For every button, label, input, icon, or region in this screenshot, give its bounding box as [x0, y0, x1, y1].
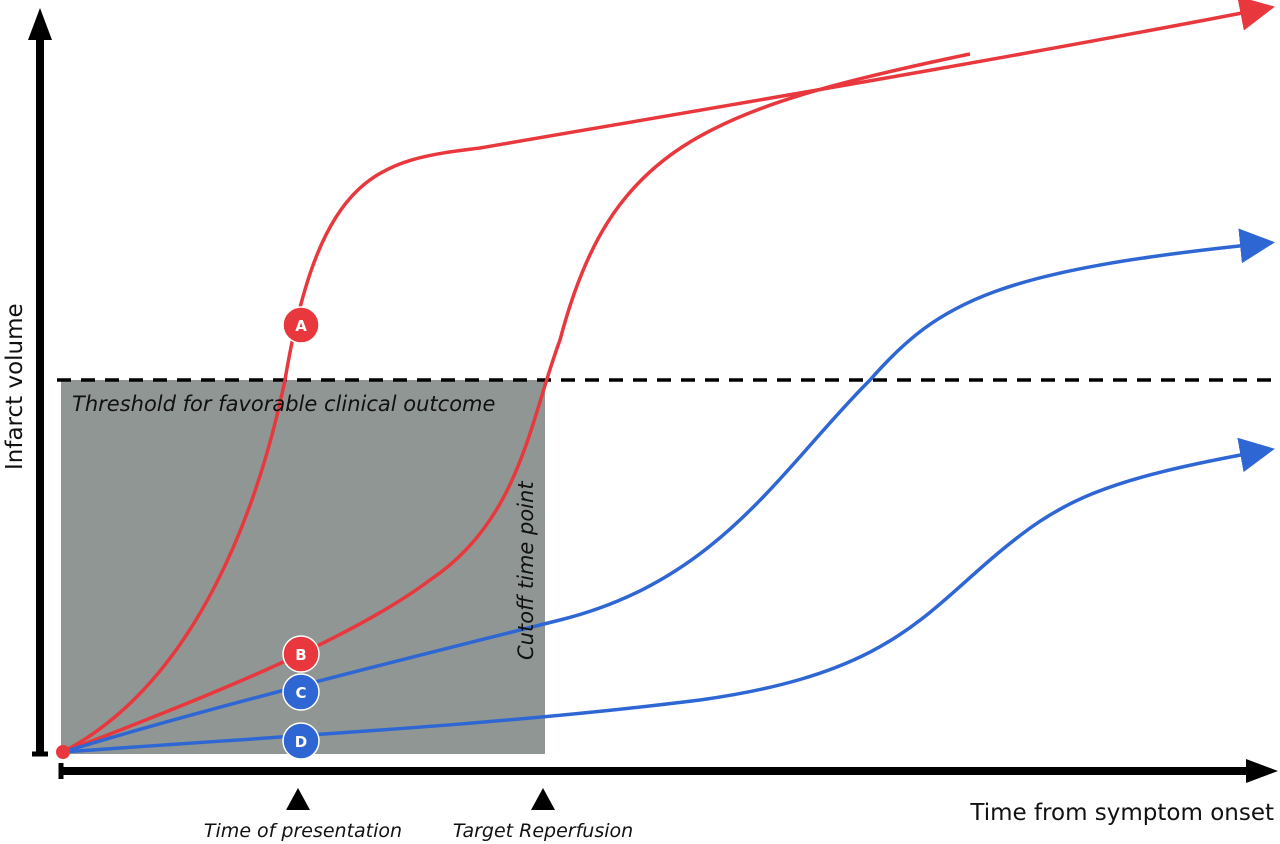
curve-b: [62, 52, 971, 754]
y-axis-label: Infarct volume: [2, 303, 28, 470]
reperfusion-label: Target Reperfusion: [453, 820, 633, 842]
curve-a: [62, 0, 1275, 754]
curve-d: [62, 437, 1275, 754]
svg-text:A: A: [295, 317, 307, 335]
reperfusion-marker-icon: [531, 788, 555, 810]
threshold-label: Threshold for favorable clinical outcome: [72, 392, 495, 416]
presentation-label: Time of presentation: [204, 820, 402, 842]
x-axis-label: Time from symptom onset: [969, 800, 1274, 826]
svg-text:B: B: [295, 646, 306, 664]
origin-point: [56, 745, 70, 759]
svg-text:D: D: [295, 733, 307, 751]
presentation-marker-icon: [286, 788, 310, 810]
cutoff-label: Cutoff time point: [514, 481, 538, 660]
node-a: A: [282, 306, 320, 344]
node-d: D: [282, 722, 320, 760]
node-b: B: [282, 635, 320, 673]
x-axis: [58, 759, 1278, 783]
svg-text:C: C: [295, 684, 306, 702]
node-c: C: [282, 673, 320, 711]
y-axis: [28, 8, 52, 757]
